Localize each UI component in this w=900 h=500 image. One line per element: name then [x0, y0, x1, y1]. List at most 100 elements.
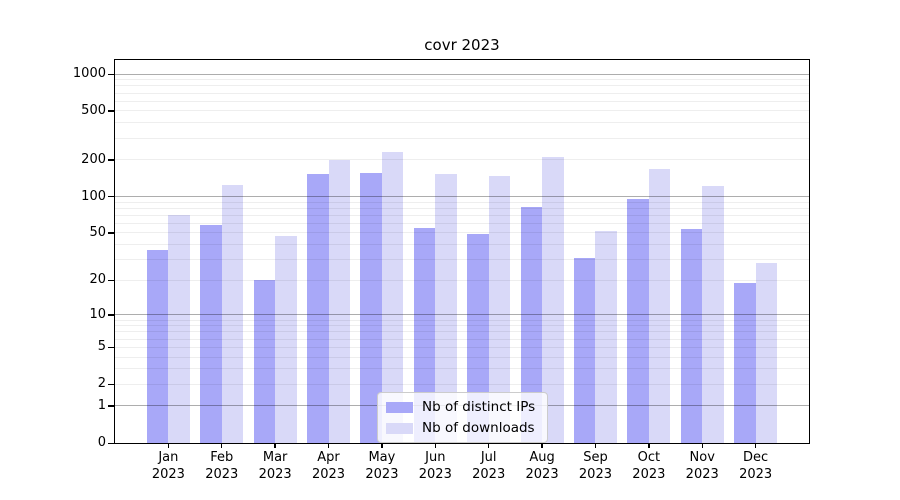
gridline-minor-30: [115, 259, 809, 261]
x-tick-label-jan-2023: Jan 2023: [151, 450, 185, 482]
y-tick-label-0: 0: [97, 435, 106, 450]
bar-nb-of-downloads-dec-2023: [755, 263, 778, 443]
bar-nb-of-downloads-feb-2023: [221, 184, 244, 443]
gridline-major-100: [115, 196, 809, 197]
gridline-minor-9: [115, 319, 809, 321]
y-tick-label-100: 100: [81, 188, 106, 204]
gridline-minor-40: [115, 244, 809, 246]
gridline-minor-6: [115, 338, 809, 340]
x-tick-sep-2023: [594, 443, 597, 448]
x-tick-label-dec-2023: Dec 2023: [739, 450, 773, 482]
gridline-minor-8: [115, 325, 809, 327]
y-tick-500: [108, 110, 114, 112]
bar-nb-of-downloads-jul-2023: [488, 176, 511, 443]
x-tick-aug-2023: [541, 443, 543, 448]
chart-title: covr 2023: [424, 36, 500, 54]
bar-nb-of-distinct-ips-sep-2023: [573, 257, 596, 443]
x-tick-label-oct-2023: Oct 2023: [632, 450, 666, 482]
x-tick-jun-2023: [434, 443, 436, 448]
x-tick-feb-2023: [221, 443, 223, 448]
gridline-minor-70: [115, 214, 809, 216]
gridline-minor-7: [115, 331, 809, 333]
x-tick-mar-2023: [274, 443, 276, 448]
gridline-minor-2: [115, 383, 809, 385]
bar-nb-of-downloads-apr-2023: [328, 159, 351, 443]
y-tick-100: [108, 196, 114, 198]
x-tick-label-nov-2023: Nov 2023: [685, 450, 719, 482]
bar-nb-of-distinct-ips-feb-2023: [200, 225, 222, 443]
y-tick-label-10: 10: [89, 306, 106, 322]
x-tick-label-sep-2023: Sep 2023: [578, 450, 612, 482]
bar-nb-of-distinct-ips-apr-2023: [307, 174, 329, 443]
bar-nb-of-downloads-may-2023: [381, 151, 404, 443]
y-tick-label-5: 5: [97, 339, 106, 355]
bar-nb-of-distinct-ips-aug-2023: [520, 206, 543, 443]
gridline-minor-5: [115, 346, 809, 348]
bar-nb-of-downloads-jun-2023: [435, 174, 457, 443]
x-tick-oct-2023: [648, 443, 650, 448]
legend-swatch-downloads: [386, 422, 413, 434]
gridline-minor-900: [115, 79, 809, 81]
bar-nb-of-downloads-mar-2023: [275, 236, 297, 443]
bar-nb-of-downloads-sep-2023: [595, 230, 617, 443]
gridline-minor-800: [115, 85, 809, 87]
plot-area: Nb of distinct IPs Nb of downloads: [108, 59, 810, 448]
bar-nb-of-distinct-ips-jul-2023: [467, 234, 489, 443]
x-tick-label-aug-2023: Aug 2023: [525, 450, 559, 482]
gridline-minor-200: [115, 159, 809, 161]
gridline-minor-600: [115, 100, 809, 102]
bar-nb-of-distinct-ips-jun-2023: [413, 228, 436, 443]
y-tick-20: [108, 279, 114, 282]
gridline-minor-4: [115, 356, 809, 358]
x-tick-jul-2023: [487, 443, 490, 448]
bar-nb-of-distinct-ips-dec-2023: [734, 282, 756, 443]
gridline-minor-60: [115, 222, 809, 224]
y-tick-1: [108, 405, 114, 407]
y-tick-10: [108, 314, 114, 316]
x-tick-nov-2023: [701, 443, 703, 448]
gridline-major-1000: [115, 73, 809, 75]
y-tick-label-1: 1: [97, 397, 106, 413]
gridline-minor-300: [115, 137, 809, 139]
y-tick-1000: [108, 73, 114, 75]
x-tick-may-2023: [381, 443, 383, 448]
bar-nb-of-distinct-ips-nov-2023: [680, 228, 703, 443]
x-tick-apr-2023: [327, 443, 330, 448]
x-tick-label-may-2023: May 2023: [365, 450, 399, 482]
y-tick-label-1000: 1000: [72, 66, 106, 81]
x-tick-label-feb-2023: Feb 2023: [205, 450, 239, 482]
y-tick-label-50: 50: [89, 224, 106, 240]
legend-label-distinct-ips: Nb of distinct IPs: [422, 399, 536, 415]
y-tick-2: [108, 383, 114, 386]
legend-label-downloads: Nb of downloads: [422, 420, 535, 436]
bar-nb-of-downloads-aug-2023: [542, 157, 564, 443]
y-tick-200: [108, 159, 114, 161]
y-tick-50: [108, 232, 114, 234]
y-tick-5: [108, 346, 114, 349]
y-tick-label-500: 500: [81, 102, 106, 118]
legend-swatch-distinct-ips: [386, 401, 413, 413]
gridline-major-10: [115, 314, 809, 316]
bar-nb-of-distinct-ips-mar-2023: [253, 280, 276, 443]
y-tick-0: [108, 442, 114, 444]
bar-nb-of-downloads-nov-2023: [702, 185, 724, 443]
x-tick-label-apr-2023: Apr 2023: [311, 450, 346, 482]
legend-item: Nb of downloads: [386, 420, 535, 436]
gridline-minor-80: [115, 207, 809, 209]
gridline-minor-400: [115, 122, 809, 124]
gridline-minor-700: [115, 92, 809, 94]
bar-nb-of-distinct-ips-may-2023: [360, 173, 382, 443]
bar-nb-of-distinct-ips-jan-2023: [146, 250, 169, 443]
y-tick-label-200: 200: [81, 151, 106, 167]
x-tick-jan-2023: [167, 443, 170, 448]
gridline-minor-3: [115, 368, 809, 370]
x-tick-dec-2023: [754, 443, 757, 448]
bar-nb-of-distinct-ips-oct-2023: [627, 199, 649, 443]
y-tick-label-20: 20: [89, 272, 106, 288]
gridline-minor-50: [115, 232, 809, 234]
x-tick-label-mar-2023: Mar 2023: [258, 450, 292, 482]
x-tick-label-jun-2023: Jun 2023: [418, 450, 452, 482]
legend-item: Nb of distinct IPs: [386, 399, 535, 415]
bar-nb-of-downloads-oct-2023: [648, 169, 671, 443]
